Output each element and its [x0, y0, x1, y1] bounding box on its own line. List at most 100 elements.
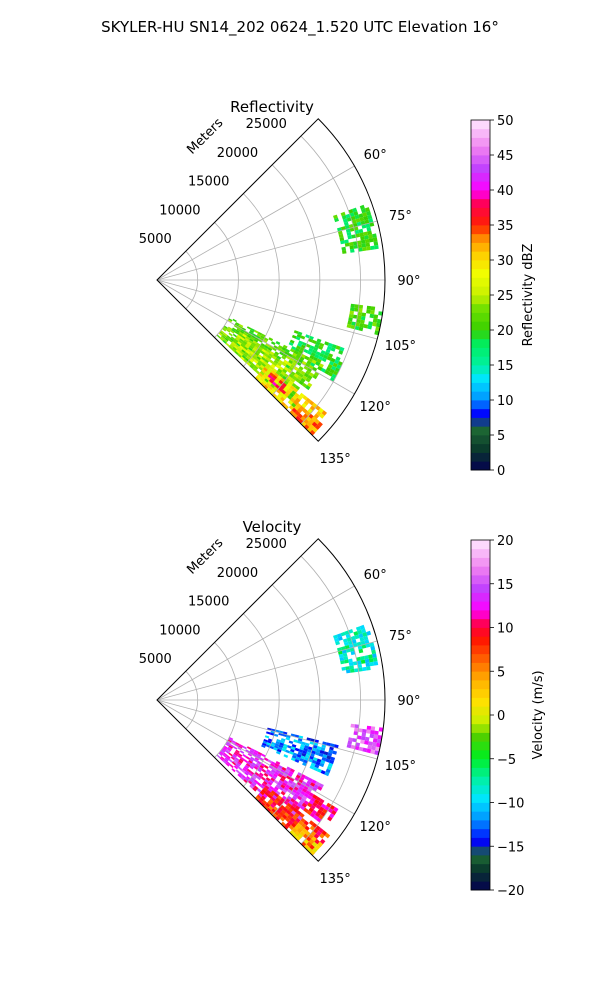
- echo-cell: [320, 350, 326, 355]
- echo-cell: [310, 762, 316, 767]
- echo-cell: [246, 775, 251, 781]
- echo-cell: [275, 341, 281, 345]
- echo-cell: [320, 747, 326, 752]
- echo-cell: [358, 648, 364, 654]
- echo-cell: [348, 661, 354, 667]
- echo-cell: [361, 732, 367, 737]
- velocity-polar-plot: 60° 75° 90° 105° 120° 135° 5000 10000 15000 20000…: [139, 535, 421, 887]
- echo-cell: [294, 830, 300, 836]
- colorbar-segment: [471, 286, 490, 296]
- echo-cell: [342, 218, 348, 223]
- colorbar-segment: [471, 155, 490, 165]
- echo-cell: [307, 787, 313, 793]
- echo-cell: [233, 324, 239, 329]
- echo-cell: [347, 320, 353, 325]
- echo-cell: [239, 338, 244, 343]
- echo-cell: [341, 215, 347, 220]
- echo-cell: [237, 326, 242, 331]
- echo-cell: [305, 334, 310, 339]
- echo-cell: [295, 774, 301, 779]
- colorbar-segment: [471, 793, 490, 803]
- echo-cell: [275, 396, 280, 401]
- echo-cell: [311, 759, 317, 765]
- echo-cell: [301, 823, 307, 829]
- echo-cell: [234, 331, 239, 335]
- echo-cell: [313, 833, 320, 839]
- echo-cell: [361, 312, 367, 317]
- echo-cell: [353, 211, 359, 216]
- echo-cell: [358, 667, 363, 672]
- echo-cell: [342, 250, 347, 254]
- echo-cell: [302, 795, 308, 801]
- echo-cell: [355, 322, 361, 327]
- echo-cell: [328, 762, 333, 768]
- echo-cell: [314, 418, 320, 425]
- echo-cell: [233, 765, 239, 770]
- echo-cell: [268, 378, 274, 384]
- echo-cell: [282, 368, 288, 374]
- echo-cell: [374, 330, 380, 336]
- echo-cell: [220, 756, 225, 760]
- echo-cell: [295, 805, 301, 811]
- range-tick-label: 25000: [246, 117, 287, 132]
- colorbar-segment: [471, 802, 490, 812]
- echo-cell: [359, 624, 365, 630]
- echo-cell: [239, 331, 244, 336]
- echo-cell: [315, 748, 321, 753]
- echo-cell: [282, 353, 288, 358]
- echo-cell: [249, 364, 254, 369]
- echo-cell: [238, 766, 243, 771]
- colorbar-tick-label: 25: [497, 289, 514, 304]
- echo-cell: [321, 830, 327, 836]
- echo-cell: [247, 761, 252, 766]
- echo-cell: [237, 761, 242, 766]
- echo-cell: [351, 321, 357, 326]
- echo-cell: [243, 766, 248, 771]
- echo-cell: [267, 800, 272, 806]
- echo-cell: [358, 746, 364, 752]
- echo-cell: [263, 384, 269, 390]
- echo-cell: [242, 753, 247, 758]
- echo-cell: [273, 359, 279, 365]
- echo-cell: [292, 375, 298, 381]
- range-tick-label: 15000: [188, 175, 229, 190]
- azimuth-tick-label: 90°: [397, 694, 420, 709]
- echo-cell: [272, 347, 277, 352]
- echo-cell: [231, 740, 237, 744]
- echo-cell: [232, 333, 237, 338]
- echo-cell: [357, 629, 363, 635]
- echo-cell: [311, 809, 318, 815]
- echo-cell: [228, 758, 233, 763]
- echo-cell: [225, 750, 230, 754]
- echo-cell: [303, 792, 309, 798]
- echo-cell: [345, 666, 350, 671]
- echo-cell: [253, 751, 258, 756]
- echo-cell: [347, 235, 353, 240]
- echo-cell: [248, 759, 253, 764]
- echo-region: [346, 723, 384, 756]
- echo-cell: [238, 333, 243, 337]
- echo-cell: [344, 659, 349, 664]
- echo-cell: [255, 363, 260, 369]
- echo-cell: [309, 355, 315, 360]
- echo-cell: [228, 745, 233, 749]
- echo-cell: [269, 372, 275, 377]
- echo-cell: [287, 353, 293, 358]
- echo-cell: [270, 363, 276, 369]
- echo-cell: [292, 832, 298, 839]
- echo-cell: [300, 335, 306, 340]
- echo-cell: [261, 333, 266, 338]
- echo-cell: [377, 735, 383, 740]
- range-tick-label: 10000: [159, 623, 200, 638]
- echo-cell: [244, 777, 250, 782]
- echo-cell: [232, 760, 238, 765]
- colorbar-segment: [471, 776, 490, 786]
- echo-cell: [291, 822, 297, 828]
- echo-cell: [291, 390, 297, 396]
- echo-cell: [242, 340, 247, 345]
- echo-cell: [268, 337, 274, 342]
- echo-cell: [269, 351, 275, 356]
- echo-cell: [291, 334, 297, 339]
- echo-cell: [308, 820, 315, 826]
- echo-cell: [374, 245, 379, 250]
